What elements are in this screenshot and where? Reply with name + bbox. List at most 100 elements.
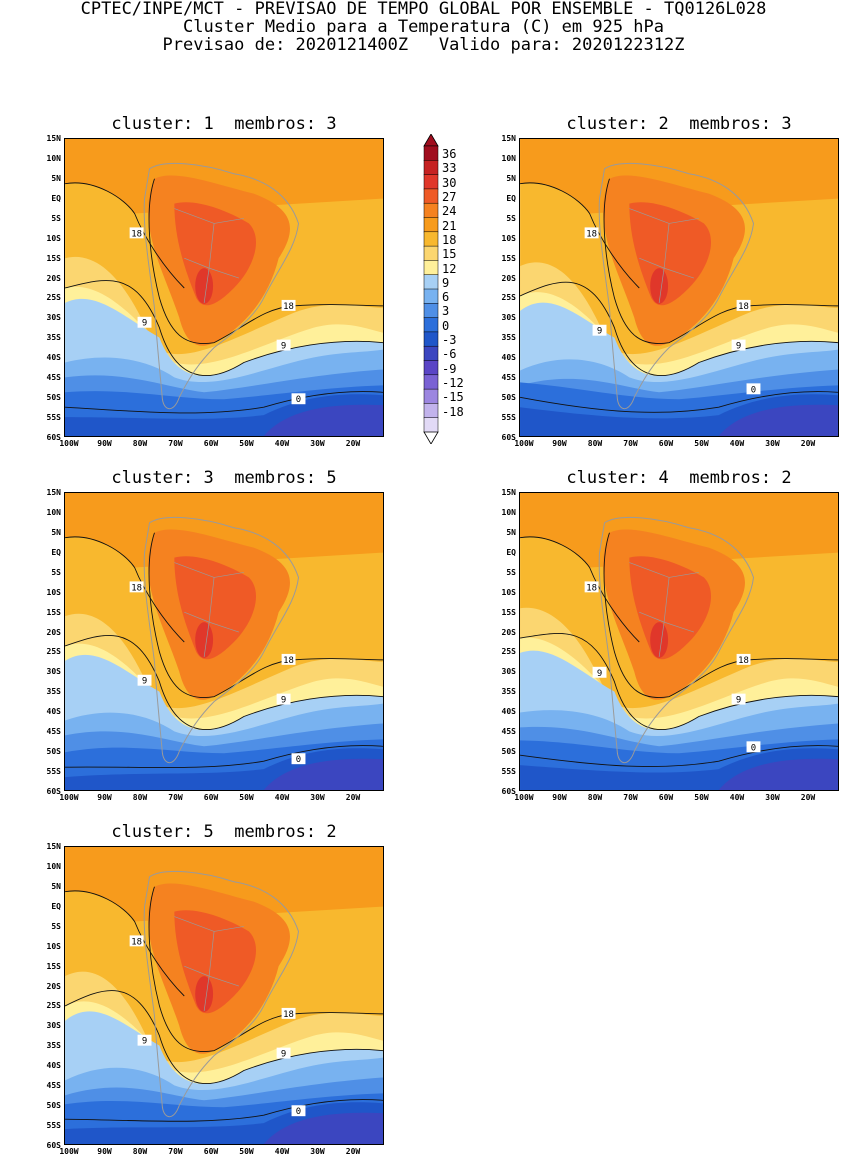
lat-tick-label: 15S (46, 253, 61, 263)
contour-18-west (65, 890, 185, 997)
lat-tick-label: 60S (46, 787, 61, 796)
lon-tick-label: 40W (729, 439, 745, 448)
lon-tick-label: 70W (168, 1147, 183, 1156)
lon-tick-label: 40W (274, 1147, 290, 1156)
lat-tick-label: 60S (501, 787, 516, 796)
lat-tick-label: 45S (501, 373, 516, 383)
contour-9 (65, 634, 383, 731)
contour-18-south (148, 178, 383, 344)
contour-label-18-bg (736, 299, 751, 311)
colorbar-level-label: 27 (442, 190, 457, 205)
lat-tick-label: 55S (501, 413, 516, 423)
colorbar-swatch (423, 202, 439, 219)
colorbar-level-label: 15 (442, 247, 457, 262)
lon-tick-label: 40W (274, 439, 290, 448)
lon-tick-label: 50W (239, 1147, 254, 1156)
contour-label-0-bg (291, 393, 306, 405)
contour-label-9: 9 (281, 342, 286, 352)
lat-tick-label: 40S (46, 1061, 61, 1071)
contour-label-18-bg (281, 653, 296, 665)
contour-9 (65, 280, 383, 377)
contour-9 (65, 990, 383, 1085)
colorbar-swatch (423, 188, 439, 204)
lon-tick-label: 50W (239, 439, 254, 448)
lat-tick-label: 30S (501, 313, 516, 323)
lat-tick-label: 55S (501, 767, 516, 777)
panel-5-title: cluster: 5 membros: 2 (111, 822, 337, 842)
lat-tick-label: 40S (501, 707, 516, 717)
contour-label-9: 9 (597, 327, 602, 337)
contour-label-18: 18 (586, 229, 597, 239)
field-21-24 (65, 493, 383, 568)
colorbar-level-label: 12 (442, 261, 457, 276)
lat-tick-label: 5S (51, 213, 61, 223)
lon-tick-label: 20W (800, 439, 816, 448)
colorbar-swatch (423, 260, 439, 276)
lat-tick-label: 25S (46, 647, 61, 657)
lat-tick-label: 10S (46, 233, 61, 243)
lon-tick-label: 40W (729, 793, 745, 802)
contour-label-9-bg (592, 324, 607, 336)
lat-tick-label: 45S (46, 1081, 61, 1091)
contour-label-0: 0 (296, 1107, 301, 1117)
lon-tick-label: 90W (552, 439, 567, 448)
colorbar-level-label: 3 (442, 304, 450, 319)
field-21-24 (65, 847, 383, 922)
lon-tick-label: 80W (132, 793, 148, 802)
contour-label-18: 18 (738, 656, 749, 666)
contour-label-9-bg (137, 316, 152, 328)
lat-tick-label: 5N (51, 881, 61, 891)
colorbar-level-label: 33 (442, 161, 457, 176)
lat-tick-label: 15N (46, 842, 61, 851)
field-27-30 (174, 556, 257, 660)
header-line-1: CPTEC/INPE/MCT - PREVISAO DE TEMPO GLOBA… (80, 0, 767, 19)
lat-tick-label: 10N (501, 507, 516, 517)
lat-tick-label: 20S (46, 627, 61, 637)
lat-tick-label: 50S (46, 1101, 61, 1111)
lat-tick-label: 15S (501, 253, 516, 263)
colorbar-swatch (423, 274, 439, 290)
lon-tick-label: 50W (694, 793, 709, 802)
contour-18-west (65, 182, 185, 289)
contour-18-south (148, 886, 383, 1052)
colorbar-level-label: -3 (442, 333, 457, 348)
field-30-33 (195, 976, 214, 1012)
panel-2-map: 18 18 9 9 0 (519, 138, 839, 437)
contour-label-9: 9 (281, 696, 286, 706)
contour-label-0: 0 (296, 755, 301, 765)
lat-tick-label: 60S (46, 433, 61, 442)
lon-tick-label: 30W (765, 793, 780, 802)
lon-tick-label: 30W (765, 439, 780, 448)
lat-tick-label: 30S (46, 313, 61, 323)
colorbar-swatch (423, 174, 439, 190)
contour-label-18: 18 (738, 302, 749, 312)
contour-label-9: 9 (597, 669, 602, 679)
lat-tick-label: 50S (501, 393, 516, 403)
lat-tick-label: 15S (46, 607, 61, 617)
lon-tick-label: 60W (658, 793, 674, 802)
lat-tick-label: 5S (506, 213, 516, 223)
field-m6-m3 (263, 1112, 383, 1144)
contour-label-9-bg (592, 666, 607, 678)
colorbar (423, 134, 439, 444)
contour-label-9-bg (731, 693, 746, 705)
coastline (598, 516, 755, 764)
contour-0 (65, 391, 383, 414)
lat-tick-label: 50S (501, 747, 516, 757)
field-m6-m3 (718, 758, 838, 790)
lat-tick-label: 10N (46, 861, 61, 871)
header-line-3: Previsao de: 2020121400Z Valido para: 20… (162, 35, 685, 55)
contour-9 (520, 281, 838, 377)
colorbar-level-label: 18 (442, 232, 457, 247)
colorbar-level-label: 6 (442, 290, 450, 305)
colorbar-swatch (423, 360, 439, 376)
panel-1-title: cluster: 1 membros: 3 (111, 114, 337, 134)
contour-label-18: 18 (283, 656, 294, 666)
lat-tick-label: 25S (501, 293, 516, 303)
colorbar-level-label: 36 (442, 147, 457, 162)
lat-tick-label: 10S (501, 233, 516, 243)
lat-tick-label: 45S (46, 373, 61, 383)
coastline (143, 870, 300, 1118)
panel-3-title: cluster: 3 membros: 5 (111, 468, 337, 488)
lon-tick-label: 90W (97, 1147, 112, 1156)
